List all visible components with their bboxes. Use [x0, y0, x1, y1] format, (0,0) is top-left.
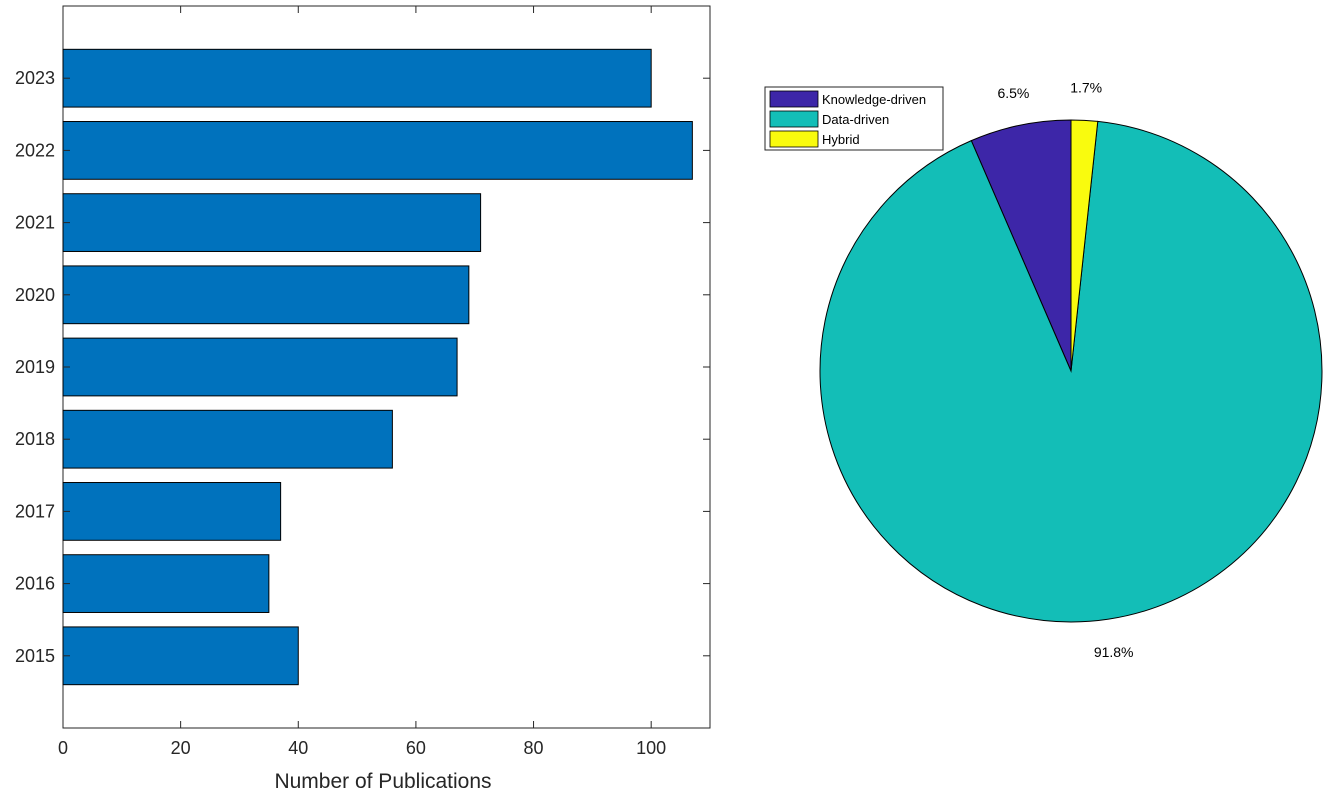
y-tick-label-2019: 2019	[15, 357, 55, 377]
bar-ticks-layer: 2015 2016 2017 2018 2019 2020 2021 2022 2023 0 20 4…	[15, 6, 710, 758]
legend-label-knowledge-driven: Knowledge-driven	[822, 92, 926, 107]
pie-legend: Knowledge-driven Data-driven Hybrid	[764, 86, 944, 151]
legend-label-data-driven: Data-driven	[822, 112, 889, 127]
pie-labels-layer: 6.5% 91.8% 1.7%	[997, 79, 1133, 659]
legend-swatch-data-driven	[769, 110, 819, 128]
pie-slice-hybrid	[1070, 119, 1099, 372]
y-tick-label-2022: 2022	[15, 140, 55, 160]
y-tick-label-2015: 2015	[15, 646, 55, 666]
legend-swatch-hybrid	[769, 130, 819, 148]
x-tick-label-80: 80	[524, 738, 544, 758]
legend-swatch-knowledge-driven	[769, 90, 819, 108]
y-tick-label-2020: 2020	[15, 285, 55, 305]
y-tick-label-2017: 2017	[15, 501, 55, 521]
bar-2016	[62, 554, 270, 613]
pie-slice-data-driven	[819, 120, 1323, 623]
y-tick-label-2021: 2021	[15, 213, 55, 233]
y-tick-label-2016: 2016	[15, 574, 55, 594]
x-tick-label-0: 0	[58, 738, 68, 758]
pie-label-hybrid: 1.7%	[1070, 79, 1102, 95]
pie-label-data-driven: 91.8%	[1094, 644, 1134, 660]
bars-layer	[62, 48, 693, 686]
pie-label-knowledge-driven: 6.5%	[997, 85, 1029, 101]
x-tick-label-60: 60	[406, 738, 426, 758]
bar-2015	[62, 626, 299, 686]
bar-2020	[62, 265, 470, 325]
bar-2023	[62, 48, 652, 108]
legend-label-hybrid: Hybrid	[822, 132, 860, 147]
y-tick-label-2023: 2023	[15, 68, 55, 88]
bar-x-axis-title: Number of Publications	[274, 770, 491, 793]
pie-layer	[819, 119, 1323, 623]
bar-2018	[62, 409, 393, 469]
x-tick-label-40: 40	[288, 738, 308, 758]
bar-2021	[62, 193, 482, 252]
bar-2017	[62, 482, 282, 541]
bar-2019	[62, 337, 458, 397]
x-tick-label-100: 100	[636, 738, 666, 758]
y-tick-label-2018: 2018	[15, 429, 55, 449]
x-tick-label-20: 20	[171, 738, 191, 758]
bar-2022	[62, 121, 693, 180]
